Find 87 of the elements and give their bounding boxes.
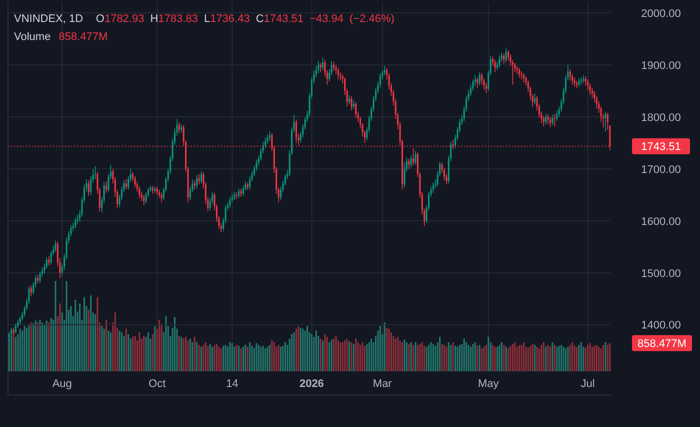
candlestick bbox=[320, 62, 322, 73]
candlestick bbox=[76, 214, 78, 224]
candlestick bbox=[589, 83, 591, 96]
candlestick bbox=[238, 188, 240, 198]
candlestick bbox=[134, 176, 136, 188]
candlestick bbox=[494, 59, 496, 73]
candlestick bbox=[478, 72, 480, 86]
candlestick bbox=[229, 196, 231, 208]
text: O1782.93 H1783.83 L1736.43 C1743.51 −43.94 (−2.46%) bbox=[96, 13, 394, 25]
candlestick bbox=[318, 60, 320, 74]
candlestick bbox=[14, 323, 17, 334]
candlestick bbox=[414, 150, 416, 166]
candlestick bbox=[266, 134, 268, 144]
candlestick bbox=[348, 94, 350, 105]
candlestick bbox=[549, 116, 552, 128]
candlestick bbox=[295, 119, 298, 144]
candlestick bbox=[516, 66, 518, 75]
candlestick bbox=[198, 174, 200, 185]
candlestick bbox=[196, 174, 198, 189]
candlestick bbox=[408, 158, 410, 170]
x-tick-label: Aug bbox=[52, 378, 72, 390]
candlestick bbox=[30, 284, 32, 297]
candlestick bbox=[574, 76, 576, 88]
candlestick bbox=[125, 178, 127, 190]
x-tick-label: Oct bbox=[148, 378, 166, 390]
candlestick bbox=[410, 154, 412, 168]
candlestick bbox=[545, 113, 547, 126]
candlestick bbox=[54, 240, 56, 252]
candlestick bbox=[143, 194, 145, 206]
x-tick-label: 14 bbox=[226, 378, 238, 390]
candlestick bbox=[485, 82, 487, 94]
y-tick-label: 1600.00 bbox=[641, 216, 681, 228]
candlestick bbox=[542, 115, 544, 127]
candlestick bbox=[476, 76, 478, 88]
y-tick-label: 1400.00 bbox=[641, 320, 681, 332]
candlestick bbox=[547, 114, 549, 125]
candlestick bbox=[340, 72, 342, 81]
candlestick bbox=[520, 70, 522, 80]
candlestick bbox=[106, 180, 108, 194]
candlestick bbox=[200, 170, 202, 184]
candlestick bbox=[145, 192, 147, 204]
candlestick bbox=[591, 87, 593, 99]
x-tick-label: May bbox=[478, 378, 500, 390]
candlestick bbox=[48, 256, 50, 266]
y-tick-label: 2000.00 bbox=[641, 8, 681, 20]
candlestick bbox=[74, 217, 76, 229]
candlestick bbox=[268, 131, 271, 142]
text: 858.477M bbox=[58, 31, 108, 43]
candlestick bbox=[522, 72, 525, 83]
candlestick bbox=[88, 180, 90, 196]
annotation: Volume bbox=[14, 31, 51, 43]
candlestick bbox=[384, 66, 386, 76]
candlestick bbox=[552, 114, 554, 126]
candlestick bbox=[355, 102, 357, 118]
candlestick bbox=[333, 61, 335, 72]
candlestick bbox=[604, 111, 606, 132]
candlestick bbox=[432, 182, 434, 194]
candlestick bbox=[584, 76, 586, 86]
candlestick bbox=[178, 122, 180, 134]
candlestick bbox=[236, 192, 238, 200]
text: VNINDEX, 1D bbox=[14, 13, 84, 25]
candlestick bbox=[94, 166, 96, 180]
candlestick bbox=[242, 185, 244, 196]
y-tick-label: 1500.00 bbox=[641, 268, 681, 280]
y-tick-label: 1800.00 bbox=[641, 112, 681, 124]
candlestick bbox=[39, 271, 41, 284]
y-tick-label: 1700.00 bbox=[641, 164, 681, 176]
x-tick-label: Mar bbox=[372, 378, 392, 390]
candlestick bbox=[350, 96, 352, 112]
text: 858.477M bbox=[638, 338, 686, 350]
y-tick-label: 1900.00 bbox=[641, 60, 681, 72]
x-tick-label: Jul bbox=[580, 378, 595, 390]
candlestick bbox=[160, 192, 162, 202]
candlestick bbox=[518, 68, 520, 78]
candlestick bbox=[505, 48, 507, 63]
candlestick bbox=[569, 68, 571, 81]
candlestick bbox=[534, 93, 536, 105]
candlestick bbox=[194, 180, 196, 190]
ref-line-label: 1743.51 bbox=[641, 141, 681, 154]
candlestick bbox=[503, 53, 505, 64]
candlestick bbox=[556, 110, 558, 122]
candlestick bbox=[337, 68, 339, 80]
candlestick bbox=[582, 74, 584, 84]
candlestick bbox=[498, 55, 500, 68]
candlestick bbox=[322, 57, 324, 70]
x-tick-label: 2026 bbox=[299, 378, 324, 390]
candlestick bbox=[138, 186, 140, 198]
